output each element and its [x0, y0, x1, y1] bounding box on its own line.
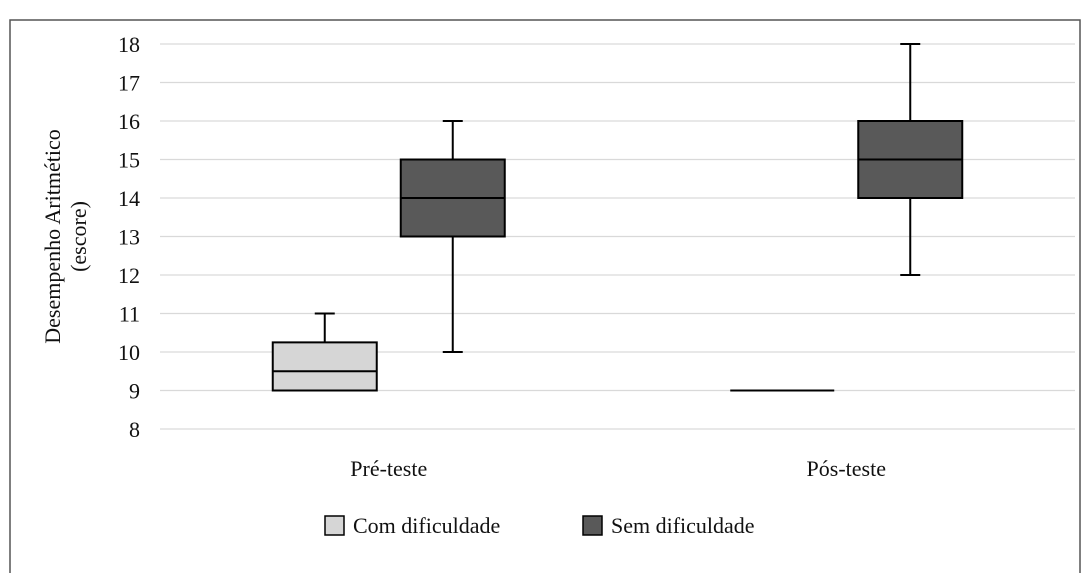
legend-swatch [582, 515, 603, 536]
y-tick-label: 13 [118, 225, 140, 250]
y-tick-label: 18 [118, 32, 140, 57]
y-tick-label: 12 [118, 263, 140, 288]
y-tick-label: 16 [118, 109, 140, 134]
y-tick-label: 14 [118, 186, 140, 211]
y-tick-label: 8 [129, 417, 140, 442]
x-category-label: Pré-teste [350, 456, 427, 481]
y-tick-labels: 8 9 10 11 12 13 14 15 16 17 18 [118, 32, 140, 442]
legend-label: Sem dificuldade [611, 513, 755, 538]
x-category-labels: Pré-teste Pós-teste [350, 456, 886, 481]
y-tick-label: 10 [118, 340, 140, 365]
box-1-0 [399, 120, 506, 353]
chart-border [9, 19, 1081, 573]
legend-item: Com dificuldade [324, 513, 500, 538]
y-axis-label-line: (escore) [66, 201, 91, 272]
legend: Com dificuldade Sem dificuldade [324, 513, 755, 538]
box-iqr [271, 341, 378, 392]
y-tick-label: 15 [118, 148, 140, 173]
legend-item: Sem dificuldade [582, 513, 755, 538]
y-axis-label-line: Desempenho Aritmético [40, 129, 65, 343]
y-tick-label: 17 [118, 71, 140, 96]
box-1-1 [857, 43, 964, 276]
y-tick-label: 11 [119, 302, 140, 327]
box-0-0 [271, 312, 378, 392]
x-category-label: Pós-teste [807, 456, 886, 481]
box-series [271, 43, 964, 392]
y-tick-label: 9 [129, 379, 140, 404]
legend-swatch [324, 515, 345, 536]
y-axis-label: Desempenho Aritmético(escore) [40, 129, 91, 343]
legend-label: Com dificuldade [353, 513, 500, 538]
